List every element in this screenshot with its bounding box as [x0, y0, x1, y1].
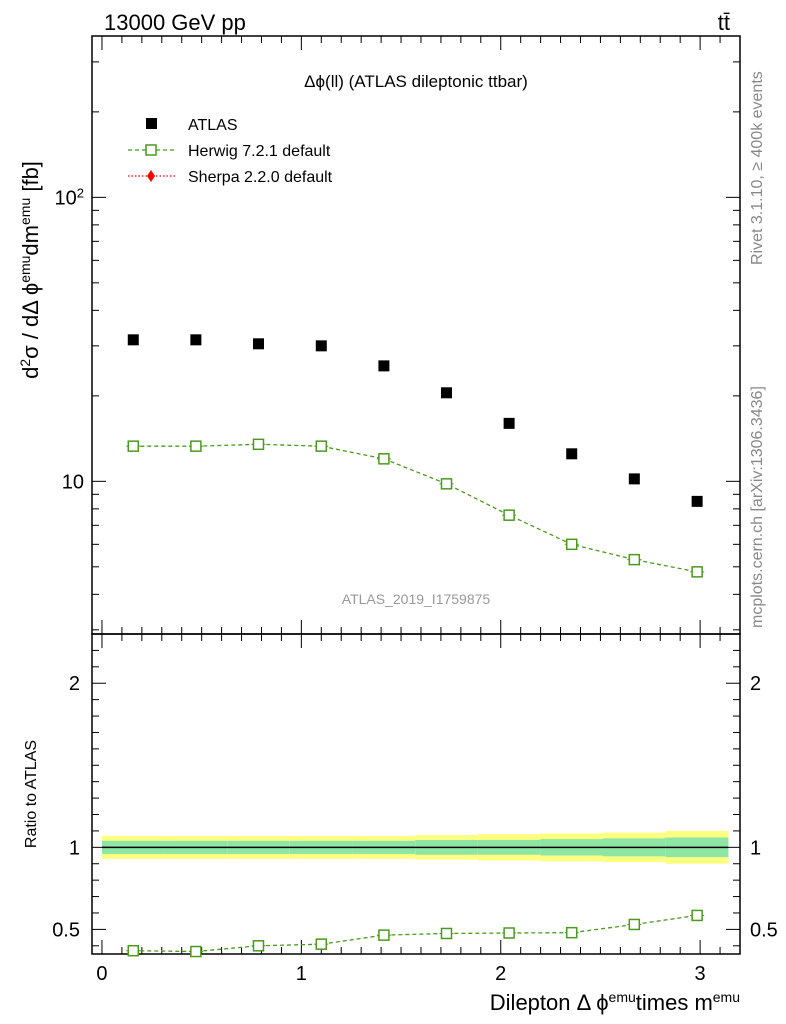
ratio-ylabel: Ratio to ATLAS — [23, 740, 40, 848]
ratio-xtick-label: 2 — [495, 963, 506, 985]
legend: ATLAS Herwig 7.2.1 default Sherpa 2.2.0 … — [128, 117, 333, 186]
energy-label: 13000 GeV pp — [104, 10, 246, 35]
herwig-ratio-point — [628, 918, 641, 931]
atlas-point — [503, 417, 515, 429]
atlas-point — [566, 448, 578, 460]
legend-herwig-label: Herwig 7.2.1 default — [188, 143, 331, 160]
ratio-ytick-label-right: 2 — [750, 673, 761, 695]
herwig-point — [628, 553, 641, 566]
main-ytick-label: 102 — [55, 185, 84, 210]
mcplots-label: mcplots.cern.ch [arXiv:1306.3436] — [749, 386, 766, 628]
herwig-ratio-line — [133, 914, 698, 953]
x-axis-label: Dilepton Δ ϕemutimes memu — [490, 989, 740, 1015]
atlas-point — [190, 334, 202, 346]
herwig-point — [252, 438, 265, 451]
ratio-xtick-label: 1 — [296, 963, 307, 985]
atlas-point — [315, 340, 327, 352]
watermark: ATLAS_2019_I1759875 — [342, 591, 491, 607]
legend-sherpa-label: Sherpa 2.2.0 default — [188, 169, 333, 186]
main-ytick-label: 10 — [62, 471, 84, 493]
ratio-ytick-label-right: 0.5 — [750, 919, 778, 941]
herwig-point — [440, 478, 453, 490]
herwig-point — [315, 440, 328, 452]
process-label: tt̄ — [718, 10, 730, 35]
herwig-ratio-point — [691, 909, 703, 922]
herwig-point — [378, 453, 390, 465]
ratio-xtick-label: 3 — [695, 963, 706, 985]
ratio-ytick-label-left: 0.5 — [52, 919, 80, 941]
herwig-ratio-point — [190, 945, 202, 958]
legend-herwig-marker — [145, 144, 157, 156]
herwig-point — [565, 538, 578, 551]
herwig-ratio-point — [565, 926, 578, 939]
rivet-label: Rivet 3.1.10, ≥ 400k events — [749, 71, 766, 265]
herwig-ratio-point — [440, 927, 453, 940]
herwig-point — [503, 509, 515, 521]
herwig-point — [127, 440, 140, 452]
legend-atlas-label: ATLAS — [188, 117, 238, 134]
main-panel: 10 102 Δϕ(ll) (ATLAS dileptonic ttbar) AT… — [17, 35, 741, 635]
atlas-point — [441, 387, 453, 399]
herwig-point — [190, 440, 202, 452]
legend-sherpa-marker — [147, 170, 155, 182]
herwig-ratio-point — [503, 927, 515, 939]
main-title: Δϕ(ll) (ATLAS dileptonic ttbar) — [304, 72, 528, 91]
herwig-point — [691, 566, 703, 578]
atlas-point — [628, 473, 640, 485]
atlas-point — [127, 334, 139, 346]
atlas-point — [252, 338, 264, 350]
ratio-xtick-label: 0 — [96, 963, 107, 985]
herwig-line — [133, 443, 698, 573]
ratio-ytick-label-right: 1 — [750, 837, 761, 859]
ratio-panel: 0.5 0.5 1 1 2 2 0 1 2 3 Ratio to ATLAS Dilepton Δ… — [23, 633, 778, 1015]
herwig-ratio-point — [315, 938, 328, 950]
ratio-ytick-label-left: 2 — [69, 673, 80, 695]
atlas-point — [378, 360, 390, 372]
main-ylabel: d2σ / dΔ ϕemudmemu [fb] — [17, 161, 43, 379]
atlas-point — [691, 495, 703, 507]
legend-atlas-marker — [146, 118, 157, 129]
ratio-ytick-label-left: 1 — [69, 837, 80, 859]
herwig-ratio-point — [252, 940, 265, 952]
herwig-ratio-point — [378, 929, 390, 941]
ratio-frame — [91, 633, 741, 955]
herwig-ratio-point — [127, 944, 140, 957]
